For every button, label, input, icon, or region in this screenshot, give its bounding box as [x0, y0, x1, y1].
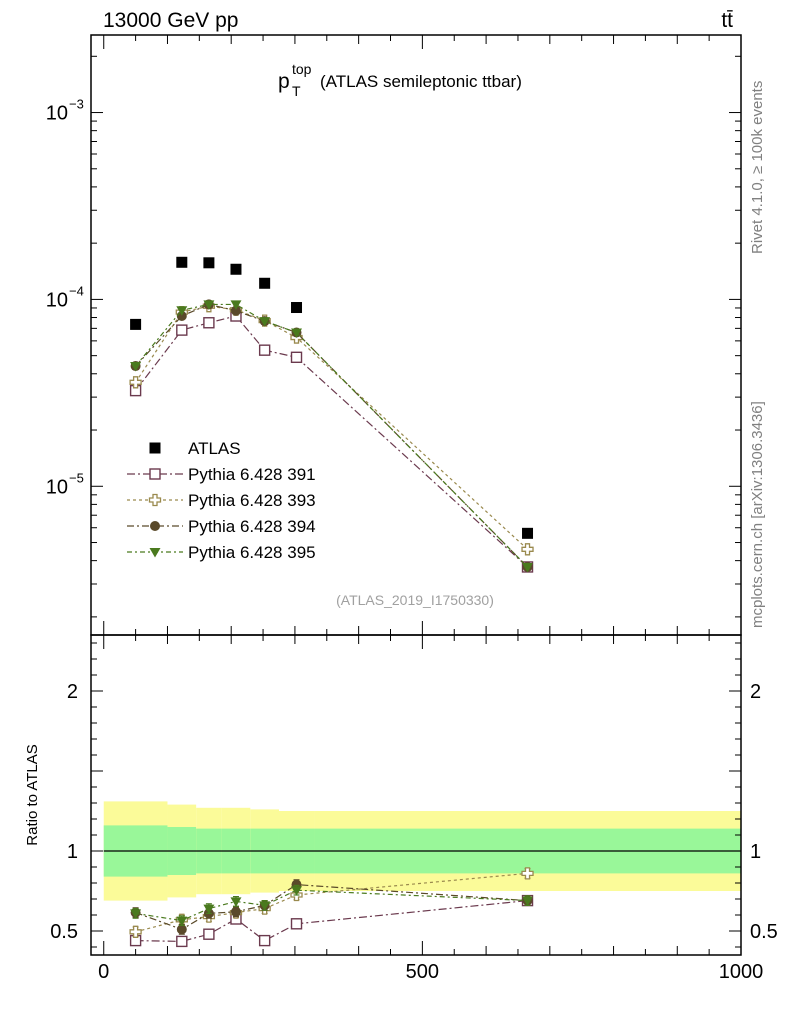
ratio-axis-label: Ratio to ATLAS: [24, 744, 41, 845]
x-tick-label: 1000: [719, 961, 764, 983]
axes: 10−510−410 −30.5 0.51 12 20 500 1000: [46, 34, 778, 983]
title-variable: p: [278, 70, 290, 93]
ratio-point-p395: [259, 901, 271, 911]
legend-label: Pythia 6.428 394: [188, 517, 316, 536]
x-tick-label: 0: [98, 961, 109, 983]
data-point-p395: [130, 362, 142, 372]
plot-title: p top T (ATLAS semileptonic ttbar): [278, 61, 522, 99]
ratio-y-tick-label: 1: [67, 841, 78, 863]
data-point-p393: [521, 543, 534, 556]
legend-label: Pythia 6.428 393: [188, 491, 316, 510]
rivet-version-label: Rivet 4.1.0, ≥ 100k events: [749, 81, 766, 254]
ratio-point-p394: [230, 906, 241, 917]
ratio-point-p391: [258, 934, 271, 947]
data-point-atlas: [230, 263, 242, 275]
data-point-p395: [522, 562, 534, 573]
collision-label: 13000 GeV pp: [103, 9, 238, 32]
ratio-y-tick-label: 0.5: [50, 921, 78, 943]
ratio-y-tick-label-right: 0.5: [750, 921, 778, 943]
ratio-line-p391: [135, 900, 528, 943]
ratio-point-p395: [176, 916, 188, 927]
series-line-p393: [135, 305, 528, 550]
ratio-point-p391: [290, 918, 303, 930]
series-p395: [130, 300, 534, 573]
data-point-p391: [258, 344, 271, 356]
legend-item-p394: Pythia 6.428 394: [127, 517, 316, 536]
legend-item-p393: Pythia 6.428 393: [127, 491, 316, 510]
legend-item-atlas: ATLAS: [149, 439, 241, 458]
ratio-point-p391: [176, 935, 188, 948]
data-point-p395: [259, 317, 271, 327]
data-point-atlas: [203, 257, 215, 269]
ratio-point-p393: [129, 925, 142, 938]
ratio-plot-area: [129, 867, 534, 948]
data-point-p395: [291, 328, 303, 339]
data-point-atlas: [259, 277, 271, 289]
ratio-y-tick-label-right: 2: [750, 681, 761, 703]
title-superscript: top: [292, 61, 312, 77]
main-y-tick-exponent: −5: [69, 470, 84, 485]
ratio-point-p395: [230, 897, 242, 907]
data-point-atlas: [176, 256, 188, 268]
legend-label: ATLAS: [188, 439, 241, 458]
data-point-p391: [290, 351, 303, 364]
title-text: (ATLAS semileptonic ttbar): [320, 72, 522, 91]
series-atlas: [130, 256, 534, 539]
legend-label: Pythia 6.428 395: [188, 543, 316, 562]
legend-marker: [150, 521, 160, 531]
legend: ATLAS Pythia 6.428 391 Pythia 6.428 393 Pyt…: [127, 439, 316, 562]
analysis-id-label: (ATLAS_2019_I1750330): [336, 592, 494, 608]
ratio-series-p395: [130, 884, 534, 927]
data-point-p395: [176, 306, 188, 316]
data-point-atlas: [522, 527, 534, 539]
data-point-p395: [230, 300, 242, 310]
ratio-plot-frame: [90, 634, 742, 956]
legend-marker: [149, 548, 161, 558]
ratio-point-p394: [176, 924, 187, 935]
main-y-tick-exponent: −4: [69, 283, 84, 298]
legend-label: Pythia 6.428 391: [188, 465, 316, 484]
ratio-point-p395: [203, 904, 215, 915]
ratio-y-tick-label-right: 1: [750, 841, 761, 863]
ratio-point-p391: [203, 928, 215, 940]
ratio-series-p391: [129, 894, 534, 948]
legend-item-p395: Pythia 6.428 395: [127, 543, 316, 562]
main-plot-area: [129, 256, 534, 573]
process-label: tt̄: [721, 9, 733, 32]
legend-marker: [149, 468, 161, 480]
legend-marker: [149, 442, 161, 454]
ratio-uncertainty-band: [103, 801, 741, 901]
main-y-tick-label: 10: [46, 476, 68, 498]
title-subscript: T: [292, 83, 301, 99]
data-point-atlas: [130, 318, 142, 330]
ratio-point-p395: [291, 886, 303, 896]
main-y-tick-label: 10: [46, 103, 68, 125]
main-y-tick-label: 10: [46, 289, 68, 311]
data-point-p394: [230, 305, 241, 316]
mcplots-reference-label: mcplots.cern.ch [arXiv:1306.3436]: [749, 401, 766, 628]
data-point-p395: [203, 300, 215, 310]
data-point-p391: [203, 317, 215, 329]
ratio-point-p395: [130, 909, 142, 919]
ratio-point-p395: [522, 896, 534, 907]
data-point-p393: [129, 376, 142, 389]
x-tick-label: 500: [406, 961, 439, 983]
ratio-y-tick-label: 2: [67, 681, 78, 703]
main-y-tick-exponent: −3: [69, 97, 84, 112]
ratio-point-p393: [521, 867, 534, 880]
data-point-atlas: [291, 302, 303, 314]
legend-item-p391: Pythia 6.428 391: [127, 465, 316, 484]
legend-marker: [148, 493, 162, 507]
data-point-p391: [176, 324, 188, 336]
